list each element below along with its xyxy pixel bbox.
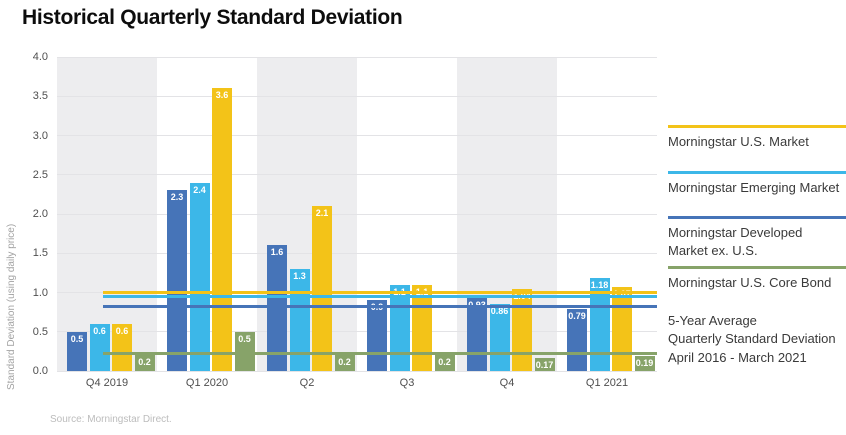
bar: 1.07 — [612, 287, 632, 371]
bar-value-label: 0.6 — [115, 325, 129, 336]
bar: 0.2 — [434, 355, 455, 371]
bar-value-label: 0.86 — [490, 305, 509, 316]
bar-value-label: 0.79 — [568, 311, 586, 321]
bar-value-label: 2.4 — [193, 184, 206, 195]
average-line — [103, 291, 657, 294]
bar: 0.19 — [634, 356, 655, 371]
legend-label: Morningstar U.S. Market — [668, 134, 809, 149]
bar: 1.18 — [589, 278, 610, 371]
gridline — [57, 370, 657, 372]
x-tick-label: Q1 2021 — [585, 377, 629, 389]
bar-value-label: 0.17 — [535, 359, 554, 370]
average-line — [103, 305, 657, 309]
bar-value-label: 0.5 — [238, 333, 251, 344]
bar-value-label: 0.2 — [438, 357, 451, 368]
bar-value-label: 0.93 — [467, 300, 487, 310]
bar: 0.6 — [112, 323, 132, 371]
x-tick-label: Q2 — [299, 377, 315, 389]
legend-swatch-line — [668, 170, 846, 174]
gridline — [57, 174, 657, 176]
y-tick-label: 3.5 — [32, 90, 48, 103]
bar-value-label: 0.5 — [70, 333, 84, 344]
x-axis-tick-labels: Q4 2019 Q1 2020 Q2 Q3 Q4 Q1 2021 — [57, 377, 657, 393]
y-tick-label: 2.0 — [32, 208, 48, 220]
bar: 1.3 — [289, 268, 310, 371]
legend-swatch-line — [668, 215, 846, 219]
bar: 2.1 — [312, 206, 332, 371]
x-tick-label: Q1 2020 — [185, 377, 229, 389]
bar-value-label: 2.3 — [170, 192, 184, 203]
bar-value-label: 2.1 — [315, 208, 329, 219]
average-note-line: 5-Year Average — [668, 312, 757, 328]
average-note-line: Quarterly Standard Deviation — [668, 331, 836, 347]
gridline — [57, 95, 657, 97]
bar: 0.17 — [534, 357, 555, 371]
gridline — [57, 252, 657, 254]
gridline — [57, 135, 657, 136]
bar-value-label: 0.2 — [138, 357, 151, 368]
gridline — [57, 56, 657, 58]
x-tick-label: Q3 — [399, 377, 415, 389]
bar: 1.6 — [267, 245, 287, 371]
legend-item: Morningstar U.S. Core Bond — [668, 265, 846, 292]
bar-value-label: 0.6 — [93, 325, 106, 336]
y-tick-label: 3.0 — [32, 129, 48, 142]
plot-area: 0.5 0.6 0.6 0.2 2.3 2.4 3.6 0.5 1.6 1.3 2.1 0.2 0.9 1… — [57, 56, 657, 372]
y-tick-label: 0.0 — [32, 365, 48, 377]
legend-item: Morningstar Emerging Market — [668, 170, 846, 197]
bar: 0.93 — [467, 298, 487, 371]
legend-item: Morningstar U.S. Market — [668, 125, 846, 151]
y-tick-label: 0.5 — [32, 325, 48, 338]
legend-item: Morningstar Developed Market ex. U.S. — [668, 215, 846, 260]
legend-label: Morningstar Emerging Market — [668, 179, 840, 195]
bar: 0.79 — [567, 309, 587, 371]
bar: 0.6 — [89, 323, 110, 371]
bar: 1.04 — [512, 289, 532, 371]
average-note: 5-Year Average Quarterly Standard Deviati… — [668, 312, 846, 367]
gridline — [57, 213, 657, 215]
bar: 2.3 — [167, 190, 187, 371]
bar-value-label: 1.18 — [590, 280, 609, 291]
y-tick-label: 1.0 — [32, 286, 48, 299]
bar-value-label: 1.3 — [293, 270, 306, 281]
bar: 0.5 — [67, 331, 87, 371]
bar-value-label: 3.6 — [215, 90, 229, 101]
y-tick-label: 1.5 — [32, 247, 48, 260]
bar-value-label: 0.2 — [338, 357, 351, 368]
bar-value-label: 1.07 — [612, 289, 632, 299]
legend-swatch-line — [668, 265, 846, 269]
bar: 0.5 — [234, 331, 255, 371]
y-tick-label: 2.5 — [32, 168, 48, 181]
bar: 0.2 — [334, 355, 355, 371]
legend-label: Morningstar Developed — [668, 224, 803, 240]
average-line — [103, 294, 657, 298]
chart-title: Historical Quarterly Standard Deviation — [22, 6, 403, 29]
bar-value-label: 0.19 — [635, 358, 654, 369]
x-tick-label: Q4 2019 — [85, 377, 129, 389]
legend-label: Market ex. U.S. — [668, 242, 758, 258]
bar: 0.9 — [367, 300, 387, 371]
source-credit: Source: Morningstar Direct. — [50, 414, 172, 425]
gridline — [57, 331, 657, 333]
legend-swatch-line — [668, 125, 846, 128]
average-line — [103, 352, 657, 356]
bar-value-label: 1.6 — [270, 247, 284, 258]
y-tick-label: 4.0 — [32, 51, 48, 63]
bar: 2.4 — [189, 182, 210, 371]
legend-label: Morningstar U.S. Core Bond — [668, 274, 832, 290]
bar: 3.6 — [212, 88, 232, 371]
legend: Morningstar U.S. Market Morningstar Emerg… — [668, 125, 846, 367]
x-tick-label: Q4 — [499, 377, 515, 389]
bar: 0.2 — [134, 355, 155, 371]
bar: 0.86 — [489, 303, 510, 371]
y-axis-tick-labels: 0.0 0.5 1.0 1.5 2.0 2.5 3.0 3.5 4.0 — [8, 51, 52, 377]
average-note-line: April 2016 - March 2021 — [668, 349, 807, 365]
